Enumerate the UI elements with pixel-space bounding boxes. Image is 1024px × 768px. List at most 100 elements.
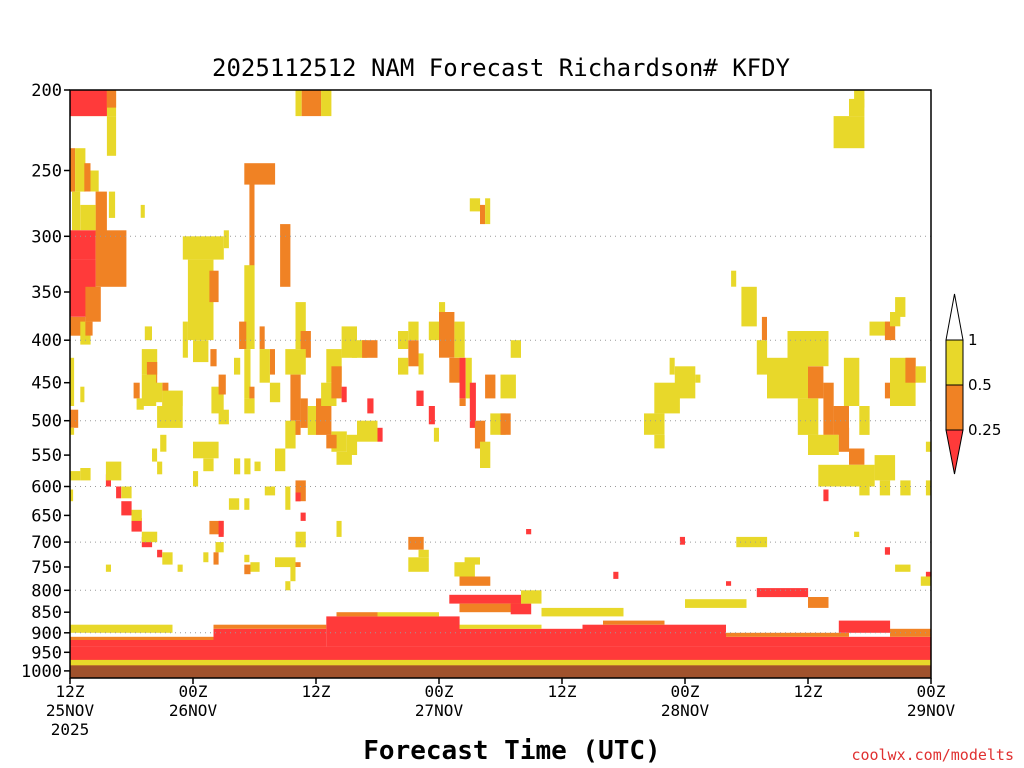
ri-cell-yellow-41 <box>193 340 209 363</box>
plot-frame <box>69 89 932 679</box>
y-tick-label-700: 700 <box>31 533 62 553</box>
ri-cell-yellow-127 <box>439 302 446 322</box>
ri-cell-red-158 <box>726 581 732 586</box>
ri-cell-yellow-153 <box>695 374 701 383</box>
ri-cell-yellow-51 <box>244 265 255 349</box>
ri-cell-red-202 <box>121 501 132 516</box>
x-tick-label-0-1: 12Z <box>56 682 85 701</box>
ri-cell-red-119 <box>428 406 435 425</box>
x-tick-label-72-1: 12Z <box>794 682 823 701</box>
y-tick-label-300: 300 <box>31 227 62 247</box>
ri-cell-yellow-7 <box>90 170 99 192</box>
ri-cell-yellow-42 <box>182 321 188 358</box>
ri-cell-orange-218 <box>213 624 327 629</box>
ri-cell-yellow-189 <box>915 366 926 383</box>
ri-cell-yellow-94 <box>357 420 378 442</box>
ri-cell-yellow-124 <box>408 557 429 572</box>
ri-cell-yellow-36 <box>160 434 167 452</box>
ri-cell-yellow-176 <box>874 455 896 481</box>
ri-cell-yellow-98 <box>275 557 296 568</box>
y-tick-label-1000: 1000 <box>21 662 62 682</box>
ri-cell-yellow-35 <box>157 406 183 428</box>
ri-cell-yellow-198 <box>920 576 932 586</box>
ri-cell-yellow-106 <box>264 486 276 496</box>
x-tick-label-48-1: 12Z <box>548 682 577 701</box>
ri-cell-yellow-25 <box>140 204 145 218</box>
ri-cell-orange-2 <box>106 90 117 108</box>
ri-cell-red-203 <box>131 518 142 532</box>
x-tick-label-12-2: 26NOV <box>169 701 218 720</box>
ri-cell-red-205 <box>157 549 163 558</box>
ri-cell-red-96 <box>377 427 383 442</box>
ri-cell-orange-59 <box>249 386 255 399</box>
y-tick-label-550: 550 <box>31 446 62 466</box>
ri-cell-yellow-133 <box>465 357 472 399</box>
colorbar-bin-gt-1 <box>945 293 964 341</box>
ri-cell-yellow-154 <box>654 434 665 449</box>
ri-cell-yellow-184 <box>890 312 901 327</box>
colorbar-bin-lt-0_25 <box>945 429 964 475</box>
ri-cell-orange-66 <box>301 90 322 117</box>
ri-cell-yellow-206 <box>105 461 122 481</box>
ri-cell-yellow-100 <box>285 581 291 591</box>
ri-cell-orange-107 <box>244 564 251 575</box>
ri-cell-orange-6 <box>84 163 91 192</box>
colorbar-bin-0_25-0_5 <box>945 384 964 431</box>
ri-cell-orange-143 <box>459 576 491 586</box>
ri-cell-yellow-24 <box>108 191 116 218</box>
ri-cell-orange-216 <box>70 636 214 640</box>
ri-cell-yellow-207 <box>121 486 132 499</box>
x-tick-label-0-3: 2025 <box>51 720 90 739</box>
ri-cell-yellow-81 <box>307 406 316 435</box>
ri-cell-yellow-101 <box>228 498 240 510</box>
ri-cell-yellow-174 <box>843 357 860 406</box>
y-tick-label-500: 500 <box>31 412 62 432</box>
ri-cell-yellow-19 <box>80 386 85 403</box>
ri-cell-yellow-237 <box>685 599 747 608</box>
ri-cell-red-233 <box>510 603 532 615</box>
colorbar: 0.25 0.5 1 <box>945 293 1001 475</box>
ri-cell-yellow-160 <box>741 286 757 327</box>
ri-cell-yellow-97 <box>336 520 342 537</box>
ri-cell-red-156 <box>613 571 619 579</box>
ri-cell-yellow-49 <box>193 471 199 487</box>
ri-cell-yellow-18 <box>70 357 75 406</box>
ri-cell-yellow-120 <box>398 357 409 375</box>
ri-cell-orange-74 <box>300 331 311 358</box>
chart-title: 2025112512 NAM Forecast Richardson# KFDY <box>212 54 791 82</box>
ri-cell-yellow-114 <box>290 567 296 582</box>
ri-cell-yellow-208 <box>131 509 142 521</box>
ri-cell-orange-80 <box>300 398 308 428</box>
ri-cell-orange-103 <box>295 480 306 502</box>
ri-cell-yellow-10 <box>80 204 96 231</box>
ri-cell-yellow-105 <box>285 486 291 510</box>
ri-cell-orange-135 <box>474 420 486 449</box>
y-tick-label-950: 950 <box>31 643 62 663</box>
x-tick-label-84-2: 29NOV <box>907 701 956 720</box>
ri-cell-yellow-63 <box>254 461 261 472</box>
ri-cell-yellow-149 <box>644 413 665 435</box>
ri-cell-yellow-5 <box>75 148 86 192</box>
x-tick-label-0-2: 25NOV <box>46 701 95 720</box>
ri-cell-yellow-31 <box>136 398 144 410</box>
ri-cell-red-134 <box>469 382 476 428</box>
y-tick-label-400: 400 <box>31 331 62 351</box>
ri-cell-orange-145 <box>480 204 486 225</box>
ri-cell-orange-137 <box>485 374 496 399</box>
x-tick-label-60-2: 28NOV <box>661 701 710 720</box>
x-tick-label-36-2: 27NOV <box>415 701 464 720</box>
ri-cell-orange-225 <box>603 620 665 625</box>
ri-cell-red-1 <box>70 90 107 117</box>
ri-cell-red-155 <box>679 536 685 545</box>
ri-cell-orange-167 <box>823 382 834 435</box>
ri-cell-yellow-194 <box>854 531 860 537</box>
ri-cell-orange-45 <box>218 374 226 395</box>
x-tick-label-36-1: 00Z <box>425 682 454 701</box>
ri-cell-yellow-230 <box>70 624 173 633</box>
ri-cell-red-180 <box>823 489 829 502</box>
ri-cell-yellow-126 <box>418 549 429 558</box>
colorbar-label-0: 0.25 <box>968 421 1001 439</box>
ri-cell-red-118 <box>416 390 424 406</box>
ri-cell-orange-90 <box>326 434 337 449</box>
ri-cell-orange-17 <box>85 321 93 336</box>
